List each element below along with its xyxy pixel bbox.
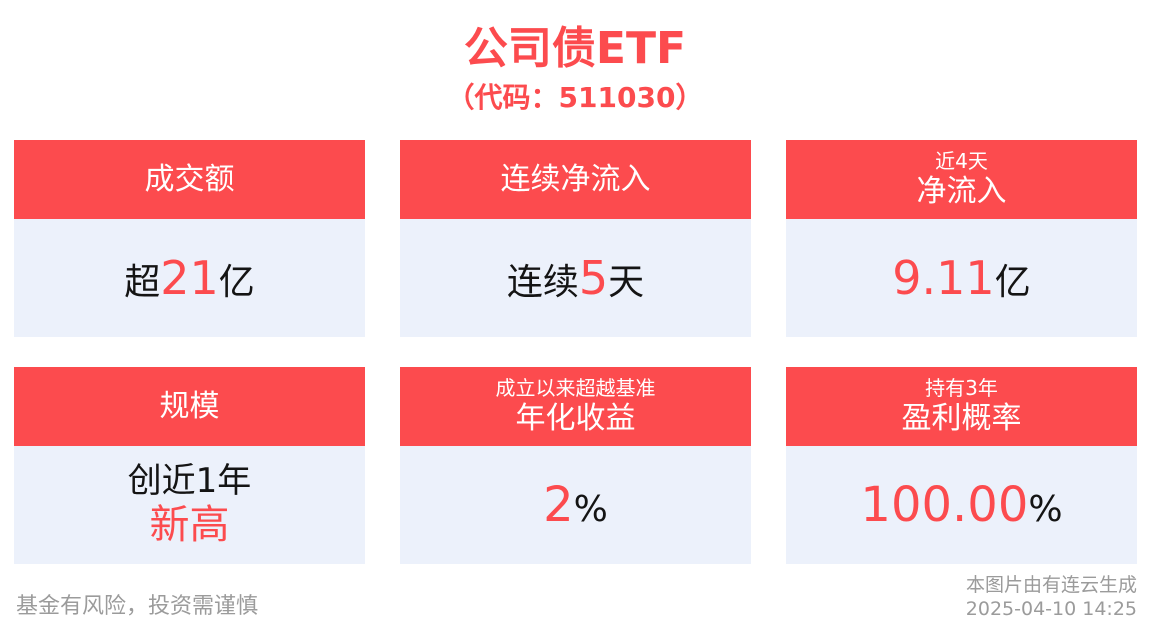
card-consecutive-inflow-body: 连续 5 天: [400, 219, 751, 337]
card-annualized-return-value: 2 %: [543, 481, 608, 529]
value-number: 9.11: [892, 251, 995, 305]
card-recent-inflow-header: 近4天 净流入: [786, 140, 1137, 219]
card-consecutive-inflow: 连续净流入 连续 5 天: [400, 140, 751, 337]
card-annualized-return-title: 年化收益: [515, 400, 636, 436]
card-turnover: 成交额 超 21 亿: [14, 140, 365, 337]
generated-datetime: 2025-04-10 14:25: [965, 597, 1137, 620]
card-annualized-return-subtitle: 成立以来超越基准: [495, 375, 656, 400]
card-recent-inflow-title: 净流入: [916, 173, 1007, 209]
value-number: 2: [543, 477, 574, 533]
value-suffix: %: [573, 489, 608, 530]
value-line-bottom: 新高: [149, 501, 230, 548]
card-recent-inflow-body: 9.11 亿: [786, 219, 1137, 337]
value-prefix: 超: [124, 262, 161, 303]
page-title: 公司债ETF: [463, 23, 687, 74]
card-annualized-return-body: 2 %: [400, 446, 751, 564]
value-line-top: 创近1年: [127, 461, 252, 502]
value-suffix: 天: [608, 262, 645, 303]
card-scale-body: 创近1年 新高: [14, 446, 365, 564]
value-suffix: 亿: [994, 262, 1031, 303]
card-profit-probability-header: 持有3年 盈利概率: [786, 367, 1137, 446]
card-consecutive-inflow-value: 连续 5 天: [507, 255, 644, 301]
value-prefix: 连续: [506, 262, 579, 303]
card-profit-probability-value: 100.00 %: [860, 481, 1062, 529]
card-turnover-body: 超 21 亿: [14, 219, 365, 337]
card-scale-value: 创近1年 新高: [127, 461, 252, 548]
generator-credit: 本图片由有连云生成: [965, 574, 1137, 596]
card-consecutive-inflow-title: 连续净流入: [500, 161, 651, 197]
card-turnover-value: 超 21 亿: [124, 255, 255, 301]
risk-disclaimer: 基金有风险，投资需谨慎: [16, 594, 259, 619]
card-scale: 规模 创近1年 新高: [14, 367, 365, 564]
card-annualized-return-header: 成立以来超越基准 年化收益: [400, 367, 751, 446]
value-number: 5: [578, 251, 609, 305]
card-profit-probability-body: 100.00 %: [786, 446, 1137, 564]
fund-code-subtitle: （代码：511030）: [446, 80, 704, 114]
generator-credit-block: 本图片由有连云生成 2025-04-10 14:25: [966, 574, 1137, 622]
card-turnover-title: 成交额: [144, 161, 235, 197]
value-suffix: 亿: [218, 262, 255, 303]
card-consecutive-inflow-header: 连续净流入: [400, 140, 751, 219]
card-scale-title: 规模: [159, 388, 220, 424]
card-profit-probability-title: 盈利概率: [901, 400, 1022, 436]
value-suffix: %: [1028, 489, 1063, 530]
card-recent-inflow-subtitle: 近4天: [935, 148, 988, 173]
card-turnover-header: 成交额: [14, 140, 365, 219]
title-block: 公司债ETF （代码：511030）: [0, 23, 1150, 114]
card-recent-inflow-value: 9.11 亿: [892, 255, 1030, 301]
value-number: 21: [160, 251, 219, 305]
card-recent-inflow: 近4天 净流入 9.11 亿: [786, 140, 1137, 337]
stats-card-grid: 成交额 超 21 亿 连续净流入 连续 5 天: [14, 140, 1137, 564]
value-number: 100.00: [860, 477, 1029, 533]
card-profit-probability-subtitle: 持有3年: [925, 375, 998, 400]
card-profit-probability: 持有3年 盈利概率 100.00 %: [786, 367, 1137, 564]
card-annualized-return: 成立以来超越基准 年化收益 2 %: [400, 367, 751, 564]
card-scale-header: 规模: [14, 367, 365, 446]
